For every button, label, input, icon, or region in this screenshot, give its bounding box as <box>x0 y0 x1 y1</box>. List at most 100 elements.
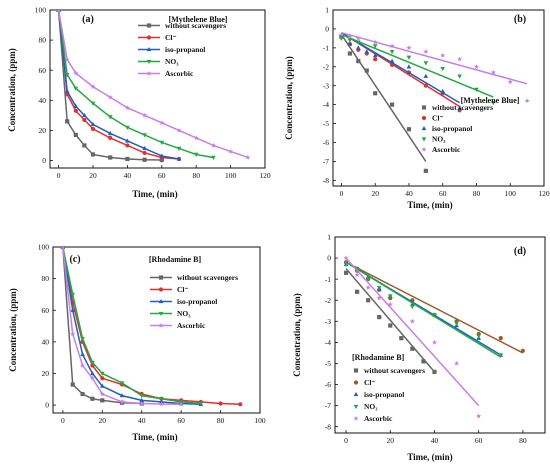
data-point <box>409 318 415 324</box>
panel-label: (b) <box>514 14 526 25</box>
data-point <box>142 157 147 162</box>
data-point <box>139 400 145 406</box>
data-point <box>142 112 148 118</box>
x-tick-label: 60 <box>475 436 483 445</box>
series-1 <box>343 260 525 354</box>
data-point <box>65 119 70 124</box>
series-2 <box>56 10 182 161</box>
data-point <box>142 145 147 151</box>
data-point <box>440 88 446 94</box>
data-point <box>432 313 437 318</box>
legend-marker <box>146 23 152 28</box>
data-point <box>410 346 415 351</box>
data-point <box>457 56 463 62</box>
data-point <box>476 334 481 339</box>
y-tick-label: 0 <box>325 25 329 34</box>
data-point <box>387 301 393 307</box>
x-tick-label: 0 <box>344 436 348 445</box>
legend-marker <box>158 311 164 317</box>
data-point <box>211 155 216 160</box>
data-point <box>178 401 184 407</box>
data-point <box>410 304 415 310</box>
y-tick-label: -5 <box>325 359 331 368</box>
data-point <box>476 413 482 419</box>
data-point <box>491 101 496 106</box>
data-point <box>64 73 70 78</box>
data-point <box>159 140 165 145</box>
y-axis-label: Concentration, (ppm) <box>7 48 17 132</box>
legend-title: [Mythelene Blue] <box>169 15 228 24</box>
data-point <box>355 35 361 41</box>
data-point <box>440 66 446 72</box>
data-point <box>389 49 395 55</box>
x-axis-label: Time, (min) <box>407 200 452 210</box>
legend-marker <box>353 380 359 385</box>
data-point <box>90 360 95 365</box>
y-tick-label: -7 <box>323 157 329 166</box>
y-tick-label: -8 <box>323 176 329 185</box>
data-point <box>159 120 165 126</box>
series-4 <box>343 255 482 419</box>
y-tick-label: -6 <box>323 138 329 147</box>
data-point <box>377 314 382 320</box>
y-tick-label: 0 <box>45 401 49 410</box>
data-point <box>440 52 446 58</box>
y-tick-label: 1 <box>325 6 329 15</box>
legend-marker <box>158 275 164 280</box>
y-tick-label: -1 <box>325 275 331 284</box>
legend-marker <box>146 35 152 40</box>
fit-line <box>345 261 502 358</box>
data-point <box>70 382 75 387</box>
data-point <box>245 154 251 160</box>
x-tick-label: 120 <box>259 171 271 180</box>
x-tick-label: 0 <box>340 189 344 198</box>
data-point <box>139 397 145 403</box>
data-point <box>453 360 460 366</box>
y-tick-label: -2 <box>325 296 331 305</box>
legend-entry: Cl⁻ <box>177 285 189 294</box>
legend-title: [Rhodamine B] <box>149 255 202 264</box>
data-point <box>406 55 412 60</box>
x-tick-label: 20 <box>99 416 107 425</box>
series-4 <box>57 10 251 160</box>
data-point <box>389 102 395 107</box>
data-point <box>64 56 70 62</box>
data-point <box>124 105 130 111</box>
data-point <box>90 84 96 89</box>
legend-entry: NO₃ <box>432 135 446 144</box>
series-0 <box>56 10 164 163</box>
data-point <box>82 112 87 118</box>
x-tick-label: 60 <box>439 189 447 198</box>
data-point <box>80 337 85 342</box>
data-point <box>107 130 113 136</box>
data-point <box>90 396 95 401</box>
data-point <box>70 331 76 337</box>
y-axis-label: Concentration, (ppm) <box>284 56 294 140</box>
x-tick-label: 40 <box>405 189 413 198</box>
x-tick-label: 40 <box>124 171 132 180</box>
fit-line <box>345 268 436 373</box>
series-0 <box>60 247 144 406</box>
y-tick-label: 1 <box>327 233 331 242</box>
legend-entry: Cl⁻ <box>165 33 177 42</box>
series-3 <box>339 33 496 106</box>
data-point <box>423 73 429 78</box>
data-point <box>125 125 130 130</box>
x-tick-label: 20 <box>387 436 395 445</box>
series-line <box>57 10 249 159</box>
data-point <box>125 156 130 162</box>
x-tick-label: 20 <box>89 171 97 180</box>
x-tick-label: 40 <box>431 436 439 445</box>
data-point <box>90 121 96 127</box>
series-2 <box>339 32 462 111</box>
series-4 <box>61 247 184 407</box>
y-axis-label: Concentration, (ppm) <box>292 293 302 377</box>
data-point <box>99 391 105 397</box>
y-tick-label: -4 <box>325 338 331 347</box>
data-point <box>73 103 79 108</box>
panel-b: 0 20 40 60 80 100 120 1 0 -1 -2 -3 -4 -5 -6 -7 -8 Time, (… <box>284 6 550 210</box>
series-1 <box>339 32 462 113</box>
legend-marker <box>421 115 427 121</box>
data-point <box>372 52 378 58</box>
